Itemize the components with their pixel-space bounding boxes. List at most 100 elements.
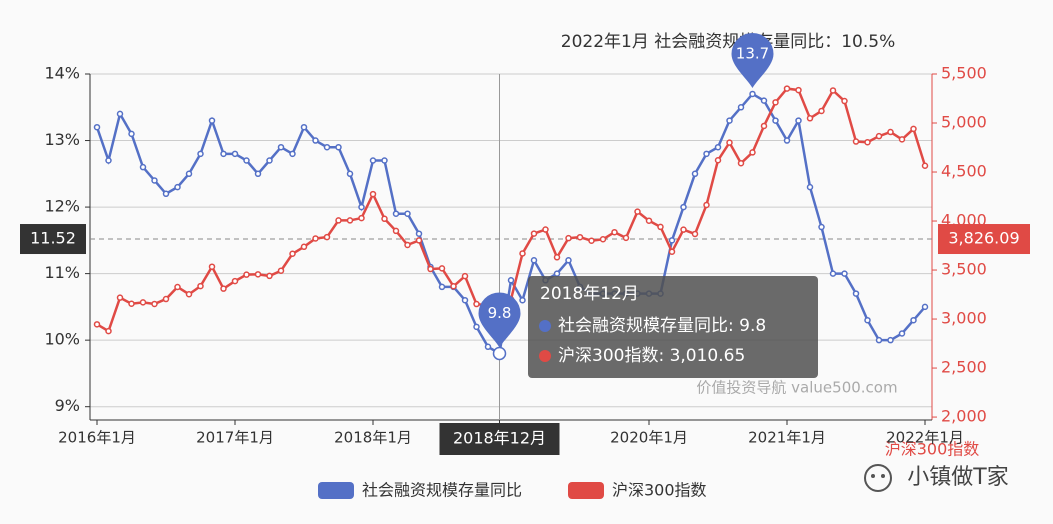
point (795, 86, 802, 94)
x-tick-label: 2016年1月 (58, 429, 136, 447)
point (875, 132, 883, 140)
point (806, 115, 814, 122)
point (438, 283, 446, 291)
point (174, 283, 181, 291)
point (921, 303, 929, 311)
point (507, 277, 515, 284)
point (921, 162, 929, 169)
point (714, 143, 722, 151)
point (151, 177, 158, 184)
point (645, 217, 653, 224)
point (795, 117, 802, 124)
point (680, 226, 687, 233)
point (254, 271, 262, 278)
point (611, 228, 618, 236)
x-tick-label: 2021年1月 (748, 429, 826, 447)
tooltip (528, 276, 818, 378)
point (530, 257, 538, 264)
point (461, 272, 469, 280)
point (565, 257, 572, 264)
point (243, 271, 250, 278)
point (323, 233, 331, 241)
point (346, 217, 354, 224)
point (151, 300, 158, 308)
legend-label: 社会融资规模存量同比 (362, 481, 522, 500)
point (415, 237, 423, 244)
y-tick-label: 9% (55, 396, 80, 415)
y2-tick-label: 2,000 (941, 407, 987, 426)
point (300, 243, 308, 251)
point (105, 157, 112, 164)
point (806, 183, 814, 191)
point (438, 265, 446, 272)
point (519, 296, 526, 304)
mark-pin-label: 13.7 (736, 44, 769, 62)
y-tick-label: 14% (44, 64, 80, 83)
point (887, 336, 894, 344)
point (277, 143, 285, 151)
y-tick-label: 11% (44, 263, 80, 282)
point (737, 159, 745, 167)
point (622, 234, 630, 242)
point (266, 272, 273, 280)
point (864, 138, 871, 146)
highlight-point (492, 346, 507, 361)
crosshair-x-box (439, 423, 560, 455)
point (841, 270, 848, 277)
point (829, 87, 837, 94)
author-watermark: 小镇做T家 (907, 465, 1008, 490)
point (93, 321, 101, 328)
chart-title: 2022年1月 社会融资规模存量同比：10.5% (561, 32, 896, 52)
point (369, 157, 377, 164)
point (898, 136, 906, 143)
point (277, 267, 285, 274)
y2-tick-label: 4,500 (941, 162, 987, 181)
point (599, 236, 607, 243)
y2-tick-label: 3,000 (941, 309, 987, 328)
watermark: 价值投资导航 value500.com (696, 379, 897, 397)
point (829, 270, 837, 277)
legend-swatch (568, 482, 604, 499)
point (162, 295, 170, 303)
x-tick-label: 2020年1月 (610, 429, 688, 447)
point (737, 104, 745, 111)
point (427, 265, 434, 273)
point (864, 316, 871, 324)
point (887, 128, 894, 136)
point (208, 263, 216, 270)
point (749, 90, 756, 98)
point (312, 235, 319, 242)
point (231, 150, 239, 158)
point (760, 97, 768, 104)
point (358, 214, 365, 222)
point (93, 123, 101, 131)
y2-tick-label: 3,500 (941, 260, 987, 279)
logo-eye (871, 474, 875, 478)
point (415, 230, 423, 237)
point (139, 299, 147, 306)
point (358, 203, 365, 211)
point (404, 210, 411, 217)
point (289, 150, 296, 158)
point (220, 150, 227, 158)
point (335, 217, 342, 224)
point (576, 233, 584, 241)
y-tick-label: 12% (44, 197, 80, 216)
point (565, 234, 572, 242)
point (300, 123, 308, 131)
tooltip-marker (539, 350, 551, 362)
y2-tick-label: 5,500 (941, 64, 987, 83)
point (726, 139, 733, 146)
point (139, 163, 147, 171)
point (898, 330, 906, 337)
point (208, 117, 216, 124)
point (668, 237, 676, 244)
point (772, 99, 779, 106)
point (392, 227, 400, 235)
point (404, 241, 411, 249)
point (369, 190, 377, 198)
point (726, 117, 733, 124)
point (128, 130, 135, 138)
point (381, 157, 388, 164)
point (691, 170, 699, 178)
